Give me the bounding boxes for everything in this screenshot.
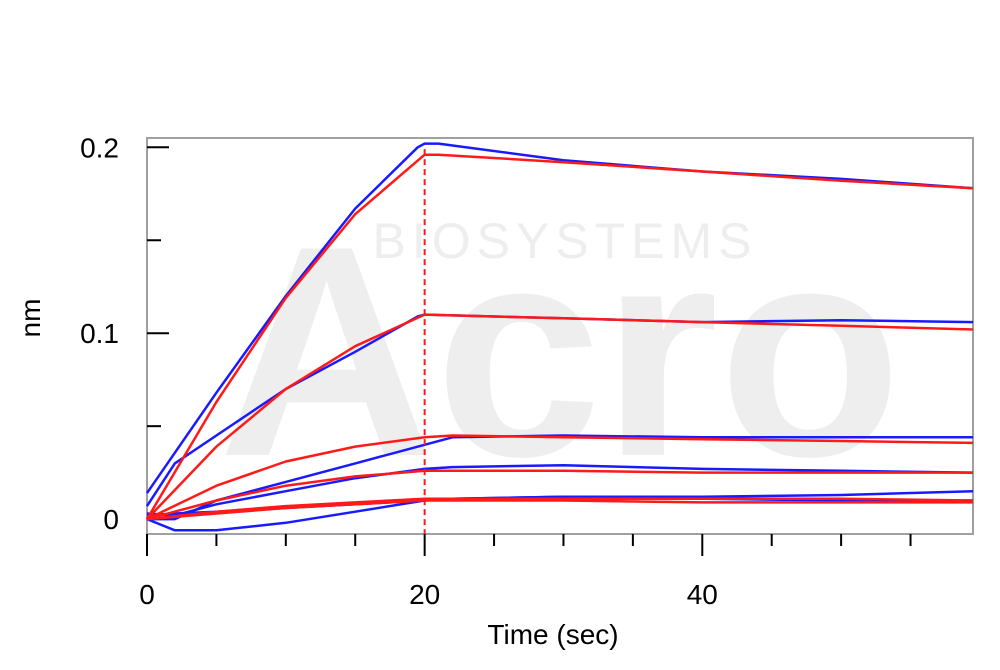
- fit-curve: [146, 497, 974, 521]
- plot-area-frame: [146, 137, 974, 535]
- y-axis: 0 0.1 0.2: [80, 132, 169, 535]
- fit-curve: [146, 434, 974, 521]
- y-tick-label: 0.2: [80, 132, 119, 163]
- x-axis-title: Time (sec): [487, 619, 618, 650]
- y-tick-label: 0.1: [80, 318, 119, 349]
- x-tick-label: 0: [139, 579, 155, 610]
- y-axis-title: nm: [15, 299, 46, 338]
- x-tick-label: 20: [409, 579, 440, 610]
- x-tick-label: 40: [687, 579, 718, 610]
- fit-curve: [145, 153, 974, 520]
- watermark-logo: Acro BIOSYSTEMS: [218, 183, 902, 519]
- x-axis: 0 20 40: [139, 534, 912, 610]
- measured-curve: [146, 463, 974, 517]
- watermark-sub-text: BIOSYSTEMS: [372, 213, 757, 269]
- y-tick-label: 0: [103, 504, 119, 535]
